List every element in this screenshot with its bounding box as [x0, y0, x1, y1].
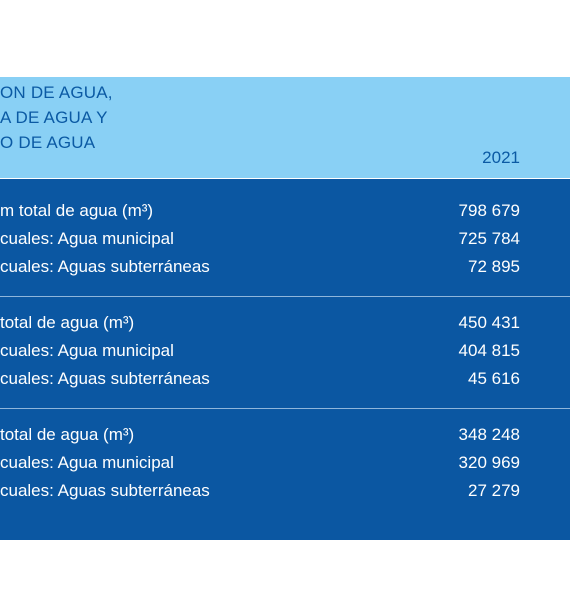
- row-label: total de agua (m³): [0, 313, 135, 332]
- table-row: cuales: Aguas subterráneas 27 279: [0, 481, 520, 503]
- separator: [0, 296, 570, 297]
- row-label: cuales: Agua municipal: [0, 341, 174, 360]
- header-line: ON DE AGUA,: [0, 83, 113, 102]
- row-value: 725 784: [458, 229, 520, 248]
- separator: [0, 408, 570, 409]
- row-value: 45 616: [468, 369, 520, 388]
- row-label: cuales: Aguas subterráneas: [0, 369, 210, 388]
- row-value: 320 969: [458, 453, 520, 472]
- row-label: m total de agua (m³): [0, 201, 154, 220]
- row-value: 404 815: [458, 341, 520, 360]
- row-label: cuales: Agua municipal: [0, 229, 174, 248]
- header-line: O DE AGUA: [0, 133, 96, 152]
- row-value: 450 431: [458, 313, 520, 332]
- row-value: 72 895: [468, 257, 520, 276]
- table-body: [0, 179, 570, 540]
- row-label: total de agua (m³): [0, 425, 135, 444]
- year-header: 2021: [482, 148, 520, 167]
- row-label: cuales: Aguas subterráneas: [0, 481, 210, 500]
- row-value: 798 679: [458, 201, 520, 220]
- table-row: cuales: Agua municipal 725 784: [0, 229, 520, 251]
- row-label: cuales: Aguas subterráneas: [0, 257, 210, 276]
- table-row: total de agua (m³) 450 431: [0, 313, 520, 335]
- table-row: cuales: Agua municipal 404 815: [0, 341, 520, 363]
- header-line: A DE AGUA Y: [0, 108, 108, 127]
- table-row: m total de agua (m³) 798 679: [0, 201, 520, 223]
- row-label: cuales: Agua municipal: [0, 453, 174, 472]
- row-value: 27 279: [468, 481, 520, 500]
- table-header: [0, 77, 570, 178]
- row-value: 348 248: [458, 425, 520, 444]
- table-row: cuales: Agua municipal 320 969: [0, 453, 520, 475]
- table-row: cuales: Aguas subterráneas 45 616: [0, 369, 520, 391]
- table-row: cuales: Aguas subterráneas 72 895: [0, 257, 520, 279]
- table-row: total de agua (m³) 348 248: [0, 425, 520, 447]
